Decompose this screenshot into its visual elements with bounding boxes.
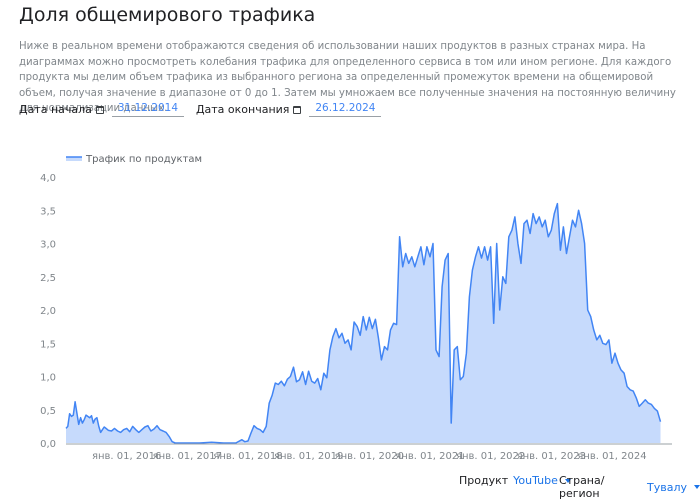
x-tick-label: янв. 01, 2019 xyxy=(274,451,343,462)
calendar-icon[interactable] xyxy=(95,105,104,114)
y-tick-label: 3,0 xyxy=(40,240,56,251)
start-date-label: Дата начала xyxy=(19,103,92,116)
y-tick-label: 4,0 xyxy=(40,173,56,184)
region-value[interactable]: Тувалу xyxy=(647,480,687,494)
y-tick-label: 1,5 xyxy=(40,339,56,350)
data-area xyxy=(66,203,661,443)
y-tick-label: 0,0 xyxy=(40,439,56,450)
data-line xyxy=(65,202,662,444)
x-tick-label: янв. 01, 2024 xyxy=(577,451,646,462)
product-value[interactable]: YouTube xyxy=(513,474,558,487)
region-label: Страна/регион xyxy=(559,474,605,500)
x-tick-label: янв. 01, 2020 xyxy=(335,451,404,462)
legend-label: Трафик по продуктам xyxy=(85,154,202,165)
start-date-input[interactable] xyxy=(111,102,184,117)
product-selector[interactable]: Продукт YouTube xyxy=(459,474,571,487)
calendar-icon[interactable] xyxy=(293,105,302,114)
chart-legend[interactable]: Трафик по продуктам xyxy=(66,154,202,165)
date-range-filter: Дата начала Дата окончания xyxy=(19,102,393,117)
y-tick-label: 2,0 xyxy=(40,306,56,317)
caret-down-icon[interactable] xyxy=(564,478,571,483)
region-selector[interactable]: Страна/регион Тувалу xyxy=(559,474,700,500)
end-date-input[interactable] xyxy=(309,102,382,117)
x-tick-label: янв. 01, 2016 xyxy=(92,451,161,462)
product-label: Продукт xyxy=(459,474,509,487)
x-tick-label: янв. 01, 2023 xyxy=(517,451,586,462)
y-tick-label: 2,5 xyxy=(40,273,56,284)
x-tick-label: янв. 01, 2017 xyxy=(153,451,222,462)
page-description: Ниже в реальном времени отображаются све… xyxy=(19,41,676,115)
y-tick-label: 1,0 xyxy=(40,373,56,384)
y-tick-label: 3,5 xyxy=(40,206,56,217)
end-date-label: Дата окончания xyxy=(195,103,290,116)
page-title: Доля общемирового трафика xyxy=(19,4,316,26)
legend-swatch xyxy=(66,157,82,161)
x-tick-label: янв. 01, 2022 xyxy=(456,451,525,462)
x-tick-label: янв. 01, 2021 xyxy=(395,451,464,462)
caret-down-icon[interactable] xyxy=(694,485,700,489)
y-axis: 0,0 0,5 1,0 1,5 2,0 2,5 3,0 3,5 4,0 xyxy=(40,173,56,450)
x-tick-label: янв. 01, 2018 xyxy=(213,451,282,462)
traffic-area-chart[interactable]: Трафик по продуктам 0,0 0,5 1,0 1,5 2,0 2,5 3,… xyxy=(0,0,700,470)
y-tick-label: 0,5 xyxy=(40,406,56,417)
